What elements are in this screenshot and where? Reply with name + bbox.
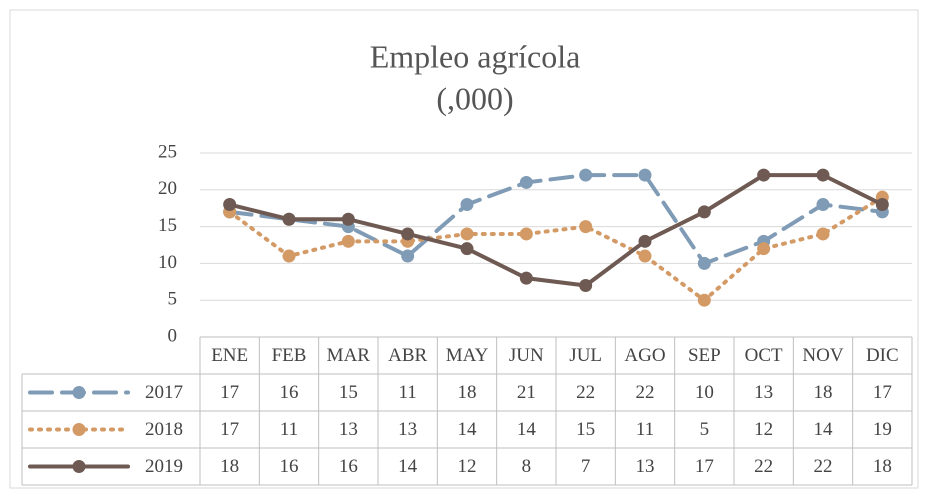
- x-tick-label: ABR: [388, 345, 427, 366]
- x-tick-label: DIC: [866, 345, 899, 366]
- series-point: [579, 220, 593, 234]
- table-value: 15: [339, 382, 358, 403]
- table-value: 12: [458, 456, 477, 477]
- series-point: [638, 234, 652, 248]
- table-value: 18: [220, 456, 239, 477]
- series-point: [341, 234, 355, 248]
- y-tick-label: 20: [158, 178, 177, 199]
- table-value: 18: [814, 382, 833, 403]
- series-point: [697, 256, 711, 270]
- series-point: [816, 198, 830, 212]
- x-tick-label: JUN: [509, 345, 544, 366]
- series-point: [401, 249, 415, 263]
- series-point: [875, 198, 889, 212]
- series-point: [697, 293, 711, 307]
- table-value: 17: [695, 456, 714, 477]
- series-point: [816, 168, 830, 182]
- table-value: 14: [814, 419, 834, 440]
- legend-marker: [72, 386, 86, 399]
- y-tick-label: 25: [158, 141, 177, 162]
- series-point: [757, 168, 771, 182]
- series-point: [816, 227, 830, 241]
- series-point: [460, 198, 474, 212]
- legend-marker: [72, 460, 86, 473]
- x-tick-label: ENE: [211, 345, 248, 366]
- table-value: 8: [522, 456, 532, 477]
- series-point: [460, 242, 474, 256]
- table-value: 18: [458, 382, 477, 403]
- table-value: 16: [280, 382, 299, 403]
- series-line: [227, 195, 885, 303]
- table-value: 21: [517, 382, 536, 403]
- table-value: 13: [339, 419, 358, 440]
- table-value: 22: [576, 382, 595, 403]
- y-tick-label: 0: [168, 325, 178, 346]
- series-point: [697, 205, 711, 219]
- x-tick-label: OCT: [745, 345, 783, 366]
- table-value: 11: [280, 419, 298, 440]
- x-tick-label: NOV: [802, 345, 843, 366]
- table-value: 16: [280, 456, 299, 477]
- table-value: 18: [873, 456, 892, 477]
- series-point: [341, 212, 355, 226]
- table-value: 5: [700, 419, 710, 440]
- table-value: 14: [398, 456, 418, 477]
- series-point: [401, 227, 415, 241]
- y-tick-label: 15: [158, 215, 177, 236]
- table-value: 17: [220, 419, 239, 440]
- series-point: [519, 175, 533, 189]
- legend-label: 2018: [145, 419, 183, 440]
- legend-marker: [72, 423, 86, 436]
- table-value: 14: [458, 419, 478, 440]
- table-value: 11: [636, 419, 654, 440]
- chart-subtitle: (,000): [436, 80, 513, 116]
- table-value: 13: [754, 382, 773, 403]
- table-value: 16: [339, 456, 358, 477]
- series-point: [282, 249, 296, 263]
- table-value: 17: [220, 382, 239, 403]
- series-point: [579, 168, 593, 182]
- table-value: 17: [873, 382, 892, 403]
- series-point: [638, 168, 652, 182]
- series-line: [227, 173, 885, 266]
- series-line: [227, 173, 885, 288]
- x-tick-label: SEP: [688, 345, 721, 366]
- chart-title: Empleo agrícola: [370, 38, 581, 74]
- y-tick-label: 5: [168, 289, 178, 310]
- x-tick-label: MAY: [446, 345, 489, 366]
- x-tick-label: JUL: [569, 345, 602, 366]
- legend-label: 2017: [145, 382, 183, 403]
- table-value: 22: [814, 456, 833, 477]
- table-value: 13: [398, 419, 417, 440]
- table-value: 22: [754, 456, 773, 477]
- series-point: [519, 227, 533, 241]
- x-tick-label: FEB: [272, 345, 307, 366]
- series-point: [579, 278, 593, 292]
- table-value: 22: [636, 382, 655, 403]
- legend-label: 2019: [145, 456, 183, 477]
- table-value: 15: [576, 419, 595, 440]
- x-tick-label: AGO: [624, 345, 665, 366]
- table-value: 13: [636, 456, 655, 477]
- series-point: [282, 212, 296, 226]
- table-value: 14: [517, 419, 537, 440]
- x-tick-label: MAR: [327, 345, 371, 366]
- table-value: 19: [873, 419, 892, 440]
- series-point: [638, 249, 652, 263]
- table-value: 7: [581, 456, 591, 477]
- y-tick-label: 10: [158, 252, 177, 273]
- table-value: 12: [754, 419, 773, 440]
- series-point: [519, 271, 533, 285]
- series-point: [223, 198, 237, 212]
- series-point: [757, 242, 771, 256]
- series-point: [460, 227, 474, 241]
- table-value: 10: [695, 382, 714, 403]
- table-value: 11: [399, 382, 417, 403]
